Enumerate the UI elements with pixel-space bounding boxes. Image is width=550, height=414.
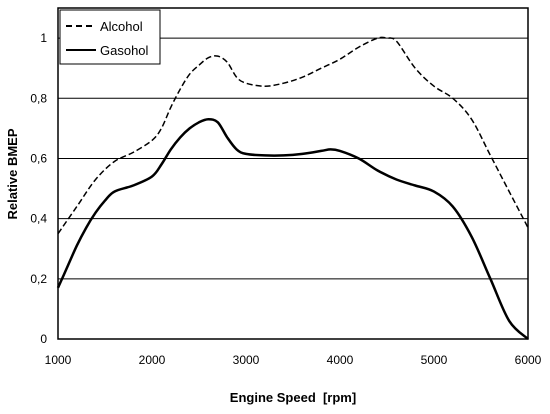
y-axis-title: Relative BMEP — [5, 128, 20, 219]
x-tick-label: 6000 — [515, 353, 542, 367]
y-tick-label: 0,6 — [30, 151, 47, 165]
legend-label-gasohol: Gasohol — [100, 43, 149, 58]
x-tick-label: 4000 — [327, 353, 354, 367]
x-tick-label: 1000 — [45, 353, 72, 367]
x-tick-label: 2000 — [139, 353, 166, 367]
y-tick-labels: 0 0,2 0,4 0,6 0,8 1 — [30, 31, 47, 346]
legend: Alcohol Gasohol — [59, 9, 161, 65]
series-line-gasohol — [56, 118, 529, 340]
legend-box — [59, 9, 161, 65]
series-lines — [56, 36, 529, 340]
x-tick-label: 3000 — [233, 353, 260, 367]
gridlines — [58, 37, 528, 280]
plot-frame — [57, 7, 529, 340]
y-tick-label: 1 — [40, 31, 47, 45]
series-line-alcohol — [57, 36, 529, 235]
y-tick-label: 0,2 — [30, 272, 47, 286]
legend-label-alcohol: Alcohol — [100, 19, 143, 34]
x-tick-labels: 1000 2000 3000 4000 5000 6000 — [45, 353, 542, 367]
x-tick-label: 5000 — [421, 353, 448, 367]
y-tick-label: 0 — [40, 332, 47, 346]
y-tick-label: 0,4 — [30, 212, 47, 226]
y-tick-label: 0,8 — [30, 91, 47, 105]
x-axis-title: Engine Speed [rpm] — [230, 390, 356, 405]
